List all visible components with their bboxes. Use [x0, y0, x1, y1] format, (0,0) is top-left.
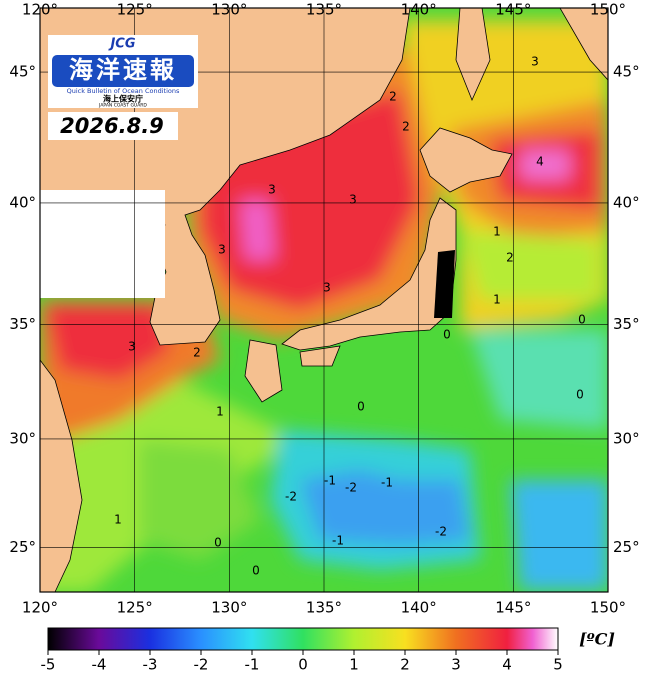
contour-label: -1: [324, 474, 336, 488]
contour-label: -2: [285, 490, 297, 504]
x-tick-label: 120°: [22, 599, 58, 617]
contour-label: -2: [345, 481, 357, 495]
colorbar: [ºC] -5 -4 -3 -2 -1 0 1 2 3 4 5: [41, 627, 615, 674]
contour-label: 0: [252, 564, 260, 578]
contour-label: 3: [531, 55, 539, 69]
x-tick-label: 140°: [401, 1, 437, 19]
map-frame: [39, 7, 609, 593]
contour-label: 3: [128, 340, 136, 354]
contour-label: 4: [536, 155, 544, 169]
contour-label: 2: [193, 346, 201, 360]
contour-label: 0: [578, 313, 586, 327]
colorbar-tick-label: -1: [245, 656, 260, 674]
x-tick-label: 125°: [117, 599, 153, 617]
contour-label: -2: [435, 525, 447, 539]
contour-label: 1: [216, 405, 224, 419]
contour-label: 2: [402, 120, 410, 134]
logo-title: 海洋速報: [69, 56, 177, 84]
y-tick-label: 25°: [9, 538, 36, 556]
date: 2026.8.9: [60, 114, 164, 138]
colorbar-unit: [ºC]: [579, 630, 615, 649]
x-tick-label: 130°: [211, 599, 247, 617]
contour-label: 3: [218, 243, 226, 257]
colorbar-tick-label: 1: [349, 656, 359, 674]
colorbar-tick-label: -4: [92, 656, 107, 674]
contour-label: 0: [214, 536, 222, 550]
contour-label: -1: [332, 534, 344, 548]
contour-label: -1: [381, 476, 393, 490]
x-tick-label: 125°: [117, 1, 153, 19]
land-kuril: [559, 8, 608, 81]
saturated-area: [434, 250, 455, 318]
x-tick-label: 135°: [306, 1, 342, 19]
y-tick-label: 30°: [613, 429, 640, 447]
x-tick-label: 150°: [590, 599, 626, 617]
colorbar-tick-label: -2: [194, 656, 209, 674]
logo-agency: 海上保安庁: [103, 94, 143, 104]
logo-agency-en: JAPAN COAST GUARD: [98, 103, 147, 109]
date-box: [48, 112, 178, 140]
land-sakhalin: [455, 8, 491, 102]
y-tick-label: 35°: [9, 315, 36, 333]
colorbar-tick-label: 5: [553, 656, 563, 674]
x-tick-label: 150°: [590, 1, 626, 19]
land-kyushu: [244, 339, 283, 403]
colorbar-tick-label: 4: [502, 656, 512, 674]
contour-label: 3: [349, 193, 357, 207]
contour-label: 0: [357, 400, 365, 414]
y-tick-label: 40°: [9, 193, 36, 211]
colorbar-ramp: [47, 627, 559, 651]
contour-label: 1: [493, 225, 501, 239]
land-hokkaido: [419, 127, 513, 193]
colorbar-tick-label: 3: [451, 656, 461, 674]
y-tick-label: 45°: [613, 63, 640, 81]
contour-label: 0: [576, 388, 584, 402]
contour-label: 2: [506, 251, 514, 265]
logo-brand: JCG: [107, 37, 135, 52]
contour-label: 1: [114, 513, 122, 527]
x-tick-label: 120°: [22, 1, 58, 19]
x-tick-label: 145°: [495, 1, 531, 19]
colorbar-tick-label: 0: [298, 656, 308, 674]
y-tick-label: 40°: [613, 193, 640, 211]
land-china: [40, 359, 83, 592]
contour-label: 0: [443, 328, 451, 342]
no-data: [40, 190, 165, 298]
contour-label: 1: [493, 293, 501, 307]
x-tick-label: 135°: [306, 599, 342, 617]
colorbar-tick-label: -5: [41, 656, 56, 674]
y-tick-label: 35°: [613, 315, 640, 333]
y-tick-label: 30°: [9, 429, 36, 447]
contour-label: 3: [268, 183, 276, 197]
contour-label: 2: [389, 90, 397, 104]
logo-subtitle: Quick Bulletin of Ocean Conditions: [67, 87, 180, 95]
x-tick-label: 130°: [211, 1, 247, 19]
logo-banner: [52, 55, 194, 87]
land-shikoku: [299, 345, 341, 367]
contour-label: 3: [323, 281, 331, 295]
x-tick-label: 145°: [495, 599, 531, 617]
x-tick-label: 140°: [401, 599, 437, 617]
logo: JCG 海洋速報 Quick Bulletin of Ocean Conditi…: [48, 35, 198, 140]
y-tick-label: 25°: [613, 538, 640, 556]
colorbar-tick-label: 2: [400, 656, 410, 674]
y-tick-label: 45°: [9, 63, 36, 81]
colorbar-tick-label: -3: [143, 656, 158, 674]
